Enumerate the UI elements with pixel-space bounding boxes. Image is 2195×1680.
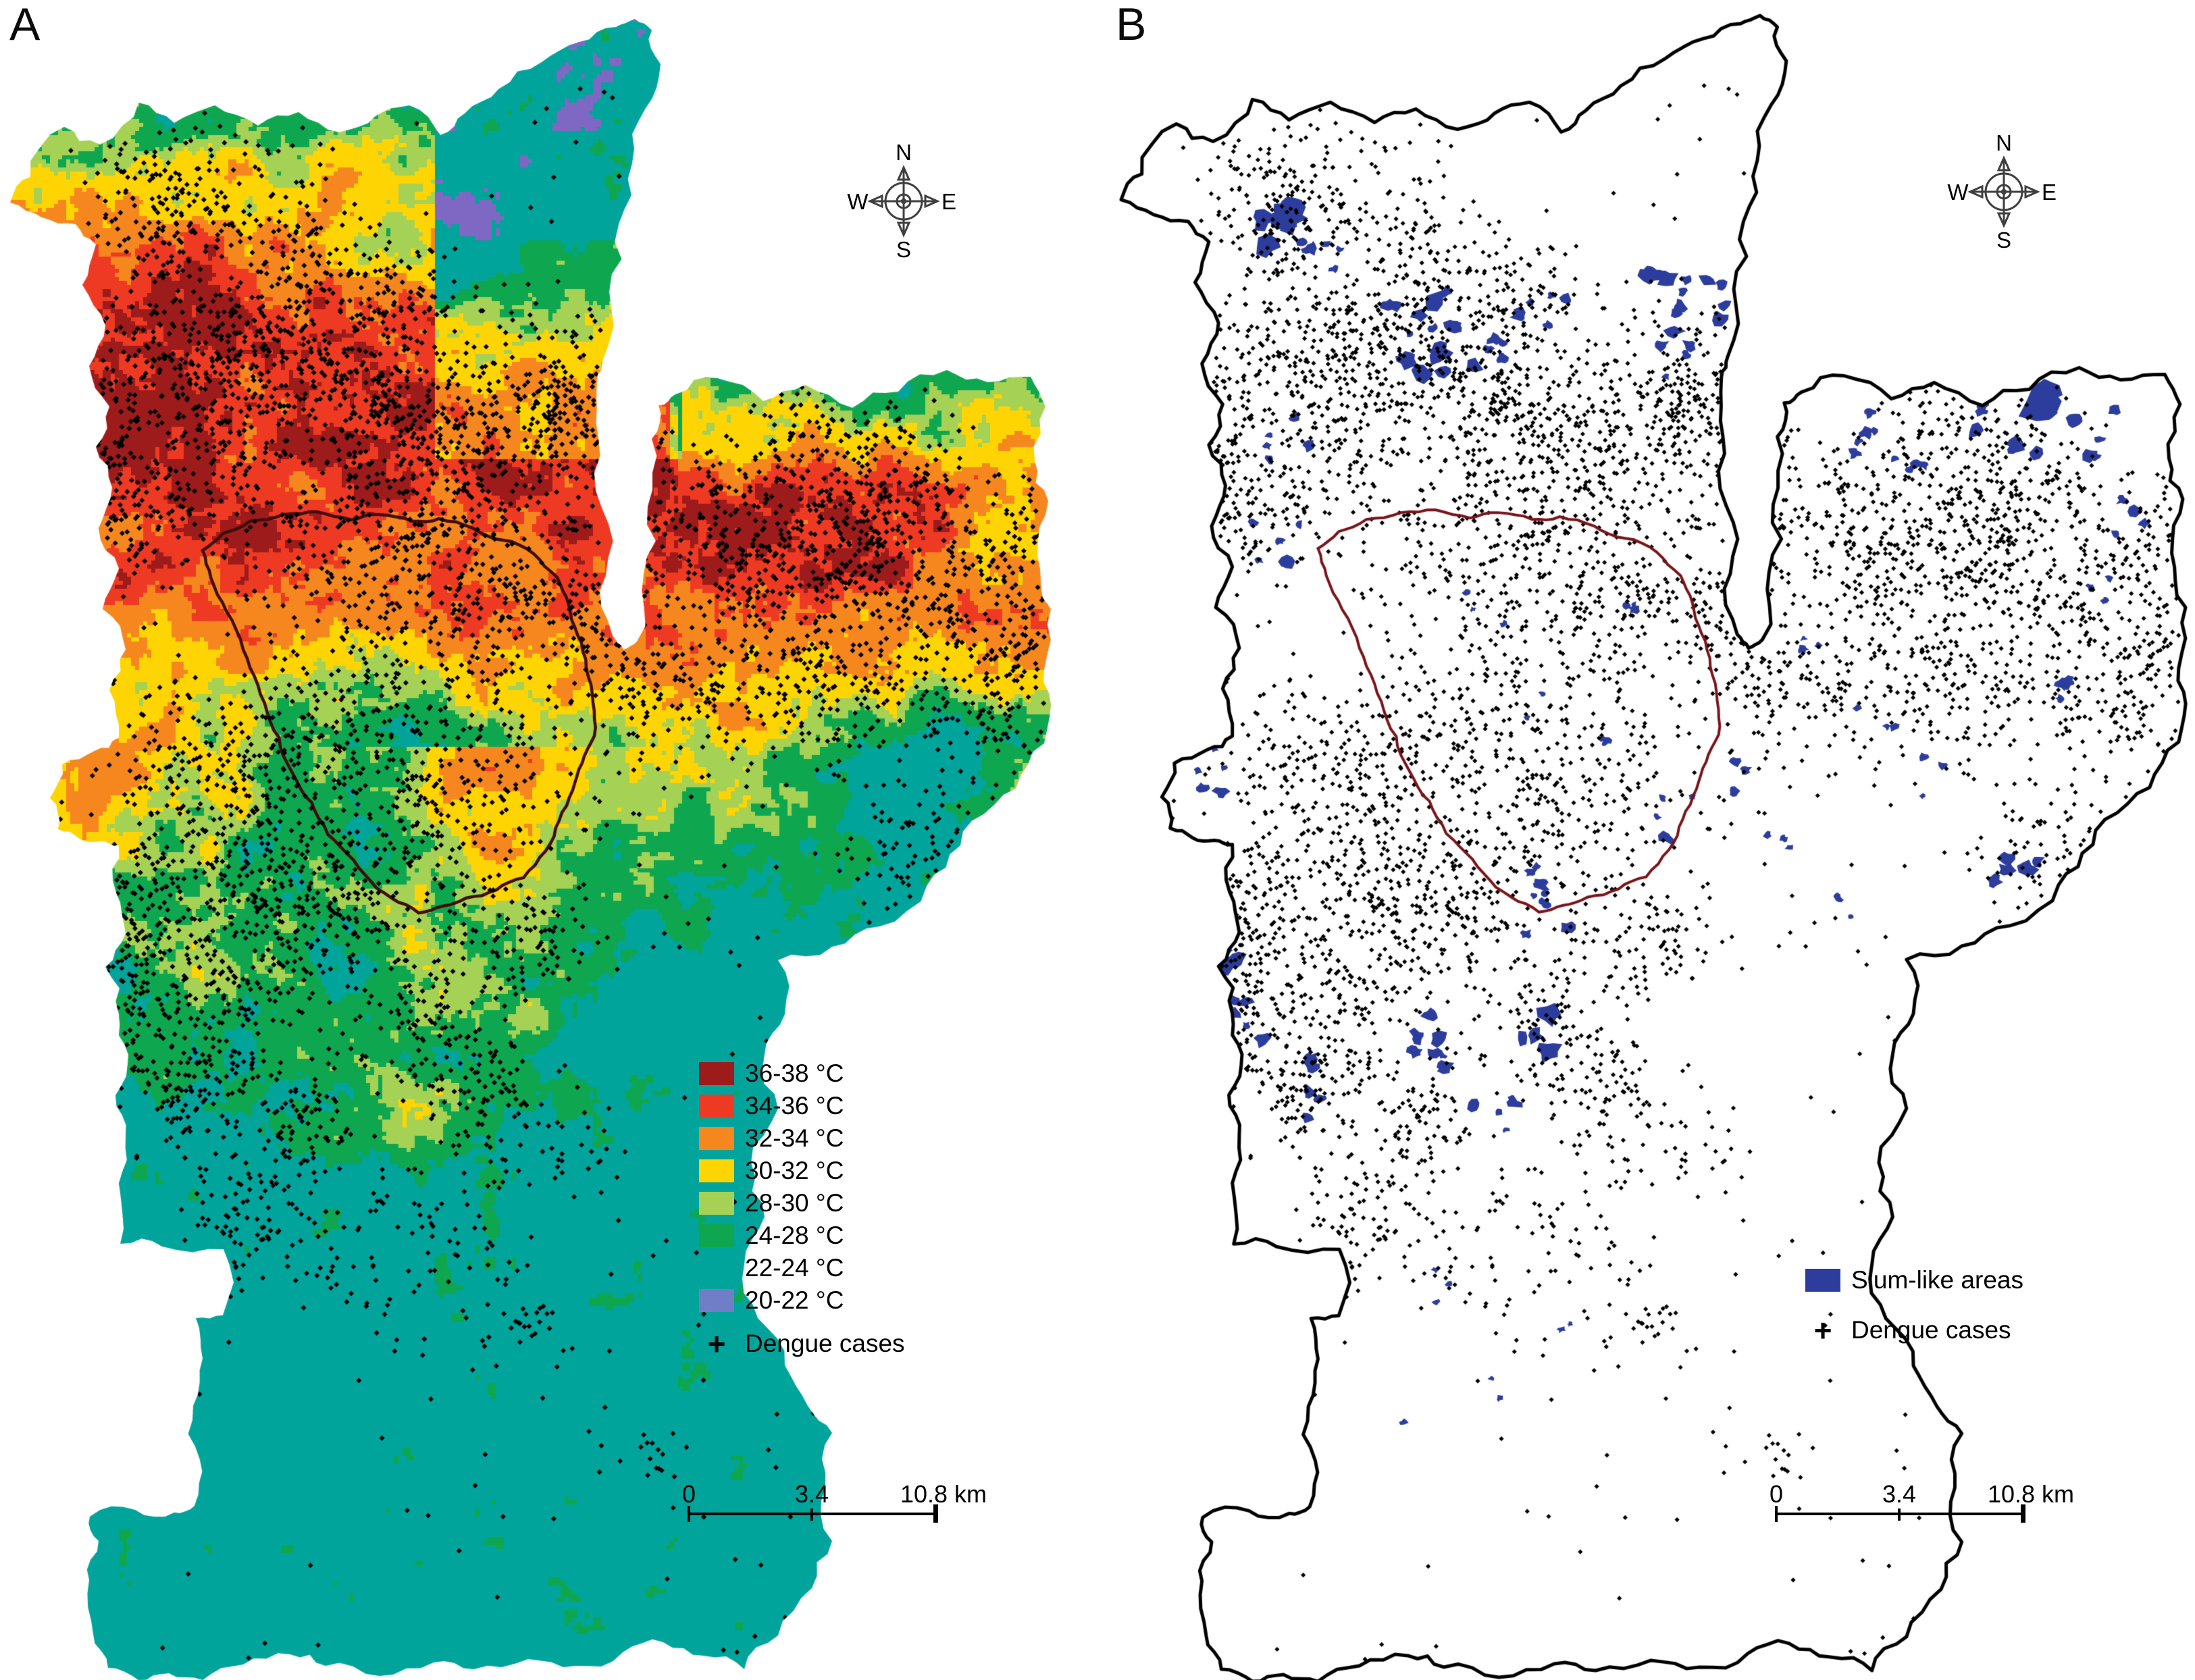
legend-dengue-row: + Dengue cases — [699, 1328, 905, 1360]
temp-swatch-28-30 — [699, 1192, 734, 1215]
dengue-label: Dengue cases — [745, 1330, 905, 1357]
compass-n-label: N — [1996, 130, 2012, 155]
compass-w-label: W — [847, 189, 869, 214]
compass-rose-a: N E S W — [847, 140, 956, 262]
compass-w-label: W — [1947, 180, 1969, 205]
temp-label: 32-34 °C — [745, 1124, 844, 1152]
legend-item: 24-28 °C — [699, 1219, 905, 1252]
temp-swatch-30-32 — [699, 1159, 734, 1182]
legend-item: 22-24 °C — [699, 1252, 905, 1284]
legend-item: 34-36 °C — [699, 1090, 905, 1122]
compass-center-icon — [900, 197, 908, 205]
temp-label: 30-32 °C — [745, 1157, 844, 1184]
compass-center-icon — [2000, 188, 2008, 196]
temp-swatch-22-24 — [699, 1257, 734, 1280]
legend-item: 28-30 °C — [699, 1187, 905, 1219]
scale-start: 0 — [1769, 1480, 1784, 1508]
slum-label: Slum-like areas — [1851, 1266, 2023, 1294]
temp-swatch-32-34 — [699, 1127, 734, 1150]
panel-a-label: A — [9, 0, 41, 50]
legend-dengue-row: + Dengue cases — [1805, 1314, 2023, 1346]
legend-slum-row: Slum-like areas — [1805, 1264, 2023, 1296]
legend-item: 30-32 °C — [699, 1155, 905, 1187]
temp-label: 22-24 °C — [745, 1254, 844, 1282]
scale-end: 10.8 km — [900, 1480, 987, 1508]
compass-rose-b: N E S W — [1947, 130, 2057, 253]
temp-label: 34-36 °C — [745, 1092, 844, 1120]
legend-item: 20-22 °C — [699, 1284, 905, 1317]
temp-swatch-20-22 — [699, 1289, 734, 1312]
temp-label: 36-38 °C — [745, 1059, 844, 1087]
scale-bar-a: 0 3.4 10.8 km — [679, 1480, 1003, 1527]
dengue-label: Dengue cases — [1851, 1316, 2011, 1344]
legend-item: 32-34 °C — [699, 1122, 905, 1155]
temp-label: 24-28 °C — [745, 1222, 844, 1249]
scale-bar-b: 0 3.4 10.8 km — [1766, 1480, 2090, 1527]
temp-swatch-24-28 — [699, 1224, 734, 1247]
scale-end: 10.8 km — [1987, 1480, 2075, 1508]
legend-temperature: 36-38 °C 34-36 °C 32-34 °C 30-32 °C 28-3… — [699, 1057, 905, 1360]
compass-s-label: S — [1996, 228, 2011, 253]
compass-e-label: E — [941, 189, 956, 214]
legend-slum: Slum-like areas + Dengue cases — [1805, 1264, 2023, 1346]
slum-swatch — [1805, 1269, 1840, 1292]
temp-swatch-34-36 — [699, 1095, 734, 1118]
legend-item: 36-38 °C — [699, 1057, 905, 1090]
temp-label: 20-22 °C — [745, 1286, 844, 1314]
dengue-plus-icon: + — [1813, 1313, 1832, 1348]
temp-swatch-36-38 — [699, 1062, 734, 1085]
compass-e-label: E — [2042, 180, 2057, 205]
dengue-plus-icon: + — [707, 1326, 726, 1361]
scale-mid: 3.4 — [794, 1480, 829, 1508]
temp-label: 28-30 °C — [745, 1189, 844, 1217]
compass-n-label: N — [896, 140, 912, 165]
scale-mid: 3.4 — [1882, 1480, 1917, 1508]
compass-s-label: S — [896, 237, 911, 262]
panel-b-label: B — [1116, 0, 1147, 50]
scale-start: 0 — [681, 1480, 696, 1508]
